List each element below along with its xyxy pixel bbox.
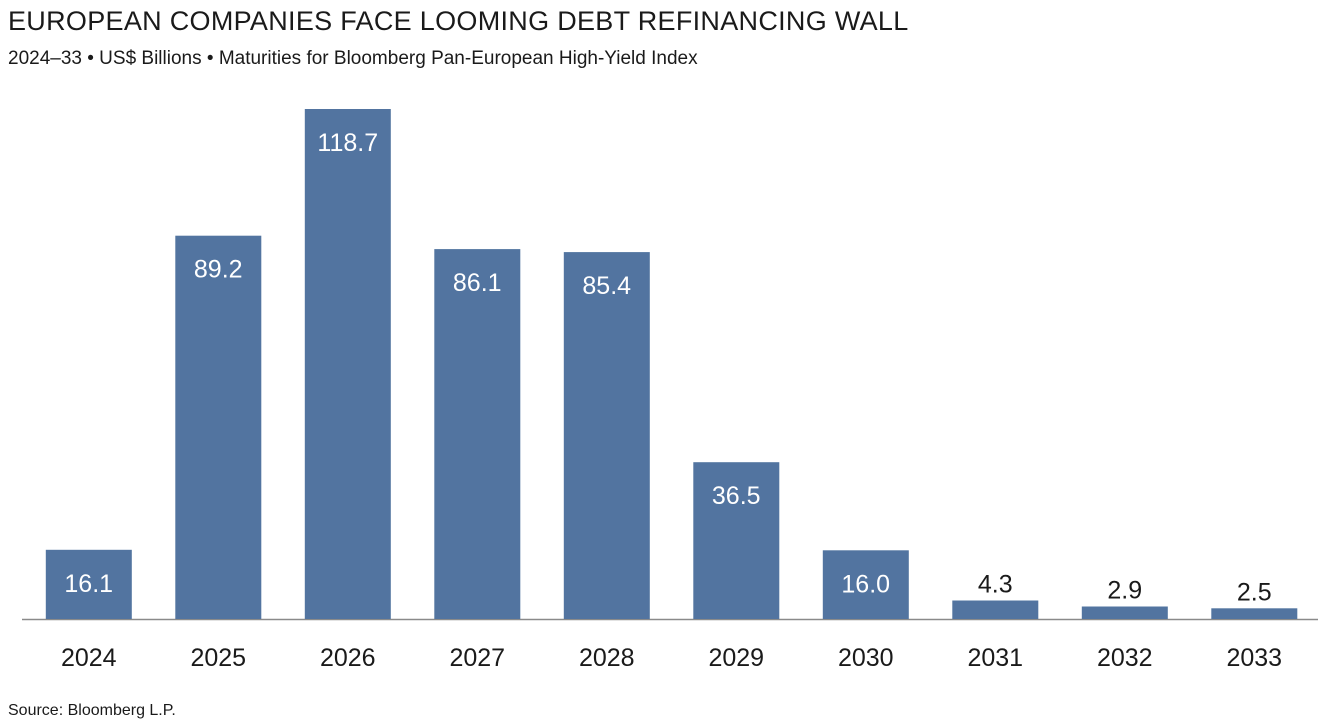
data-label-2026: 118.7 bbox=[317, 129, 378, 157]
chart-title: EUROPEAN COMPANIES FACE LOOMING DEBT REF… bbox=[8, 6, 909, 36]
bar-2031 bbox=[952, 600, 1039, 619]
data-label-2027: 86.1 bbox=[453, 269, 502, 297]
x-tick-label-2027: 2027 bbox=[449, 644, 505, 672]
chart-subtitle: 2024–33 • US$ Billions • Maturities for … bbox=[8, 48, 698, 69]
bar-2033 bbox=[1211, 608, 1298, 619]
x-tick-label-2031: 2031 bbox=[967, 644, 1023, 672]
bar-2025 bbox=[175, 235, 262, 619]
x-tick-label-2029: 2029 bbox=[708, 644, 764, 672]
data-label-2029: 36.5 bbox=[712, 482, 761, 510]
x-tick-label-2024: 2024 bbox=[61, 644, 117, 672]
bar-2027 bbox=[434, 249, 521, 619]
data-label-2031: 4.3 bbox=[978, 571, 1013, 599]
x-tick-label-2028: 2028 bbox=[579, 644, 635, 672]
data-label-2025: 89.2 bbox=[194, 256, 243, 284]
bar-chart: 16.1 2024 89.2 2025 118.7 2026 86.1 2027 85.4 202… bbox=[22, 109, 1318, 672]
data-label-2032: 2.9 bbox=[1107, 577, 1142, 605]
source-note: Source: Bloomberg L.P. bbox=[8, 702, 176, 719]
x-tick-label-2033: 2033 bbox=[1226, 644, 1282, 672]
bar-2032 bbox=[1081, 606, 1168, 619]
data-label-2024: 16.1 bbox=[64, 570, 113, 598]
x-tick-label-2026: 2026 bbox=[320, 644, 376, 672]
x-tick-label-2025: 2025 bbox=[190, 644, 246, 672]
data-label-2028: 85.4 bbox=[582, 272, 631, 300]
x-tick-label-2030: 2030 bbox=[838, 644, 894, 672]
x-tick-label-2032: 2032 bbox=[1097, 644, 1153, 672]
bar-2026 bbox=[304, 109, 391, 619]
bar-2028 bbox=[563, 252, 650, 619]
data-label-2030: 16.0 bbox=[841, 570, 890, 598]
data-label-2033: 2.5 bbox=[1237, 578, 1272, 606]
bar-2030 bbox=[822, 550, 909, 619]
bar-2029 bbox=[693, 462, 780, 619]
bar-2024 bbox=[45, 549, 132, 619]
